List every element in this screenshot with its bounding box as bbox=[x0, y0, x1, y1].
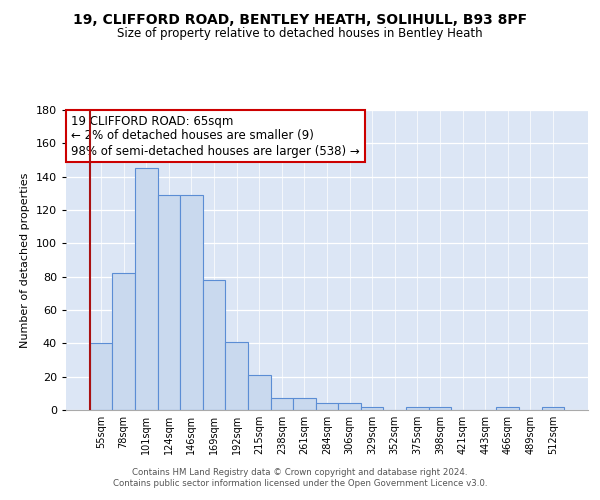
Text: 19 CLIFFORD ROAD: 65sqm
← 2% of detached houses are smaller (9)
98% of semi-deta: 19 CLIFFORD ROAD: 65sqm ← 2% of detached… bbox=[71, 114, 360, 158]
Text: 19, CLIFFORD ROAD, BENTLEY HEATH, SOLIHULL, B93 8PF: 19, CLIFFORD ROAD, BENTLEY HEATH, SOLIHU… bbox=[73, 12, 527, 26]
Y-axis label: Number of detached properties: Number of detached properties bbox=[20, 172, 30, 348]
Bar bbox=[496, 406, 519, 410]
Bar bbox=[271, 398, 293, 410]
Bar bbox=[112, 274, 135, 410]
Bar bbox=[542, 406, 564, 410]
Bar bbox=[406, 406, 428, 410]
Bar bbox=[293, 398, 316, 410]
Bar bbox=[428, 406, 451, 410]
Bar bbox=[248, 375, 271, 410]
Bar bbox=[203, 280, 226, 410]
Bar bbox=[180, 195, 203, 410]
Bar bbox=[361, 406, 383, 410]
Bar bbox=[158, 195, 180, 410]
Text: Contains HM Land Registry data © Crown copyright and database right 2024.
Contai: Contains HM Land Registry data © Crown c… bbox=[113, 468, 487, 487]
Bar bbox=[226, 342, 248, 410]
Bar bbox=[135, 168, 158, 410]
Bar bbox=[90, 344, 112, 410]
Bar bbox=[316, 404, 338, 410]
Bar bbox=[338, 404, 361, 410]
Text: Size of property relative to detached houses in Bentley Heath: Size of property relative to detached ho… bbox=[117, 28, 483, 40]
